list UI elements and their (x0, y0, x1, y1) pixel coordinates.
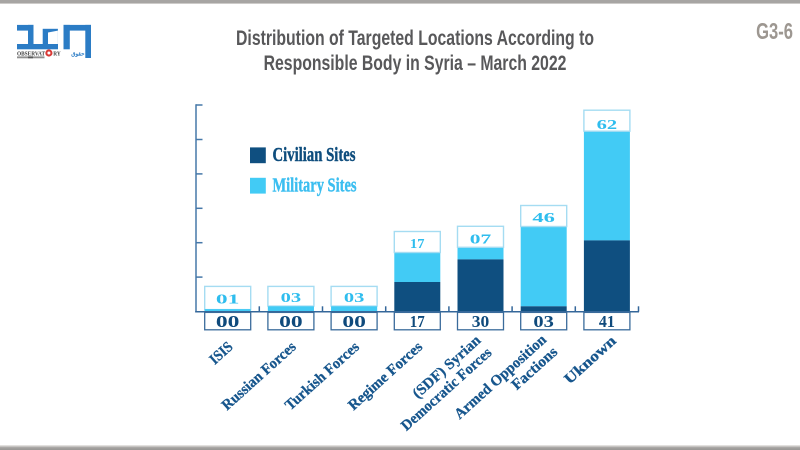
svg-text:Military Sites: Military Sites (273, 174, 357, 196)
svg-text:62: 62 (597, 118, 618, 133)
svg-text:RY: RY (53, 50, 61, 57)
svg-text:Civilian Sites: Civilian Sites (273, 144, 356, 166)
svg-text:00: 00 (216, 312, 240, 331)
svg-text:03: 03 (281, 291, 302, 306)
svg-text:Uknown: Uknown (561, 333, 620, 388)
svg-text:46: 46 (532, 211, 555, 226)
svg-text:41: 41 (599, 312, 615, 331)
svg-text:03: 03 (533, 312, 554, 331)
svg-text:17: 17 (410, 312, 425, 331)
svg-text:17: 17 (410, 237, 425, 252)
svg-text:03: 03 (344, 291, 365, 306)
svg-text:07: 07 (470, 233, 492, 248)
svg-text:01: 01 (216, 293, 240, 308)
svg-text:OBSERVAT: OBSERVAT (17, 50, 46, 57)
svg-text:00: 00 (342, 312, 366, 331)
svg-text:00: 00 (279, 312, 303, 331)
svg-text:30: 30 (472, 312, 490, 331)
svg-text:حقوق: حقوق (71, 52, 85, 58)
svg-text:ISIS: ISIS (207, 339, 237, 368)
